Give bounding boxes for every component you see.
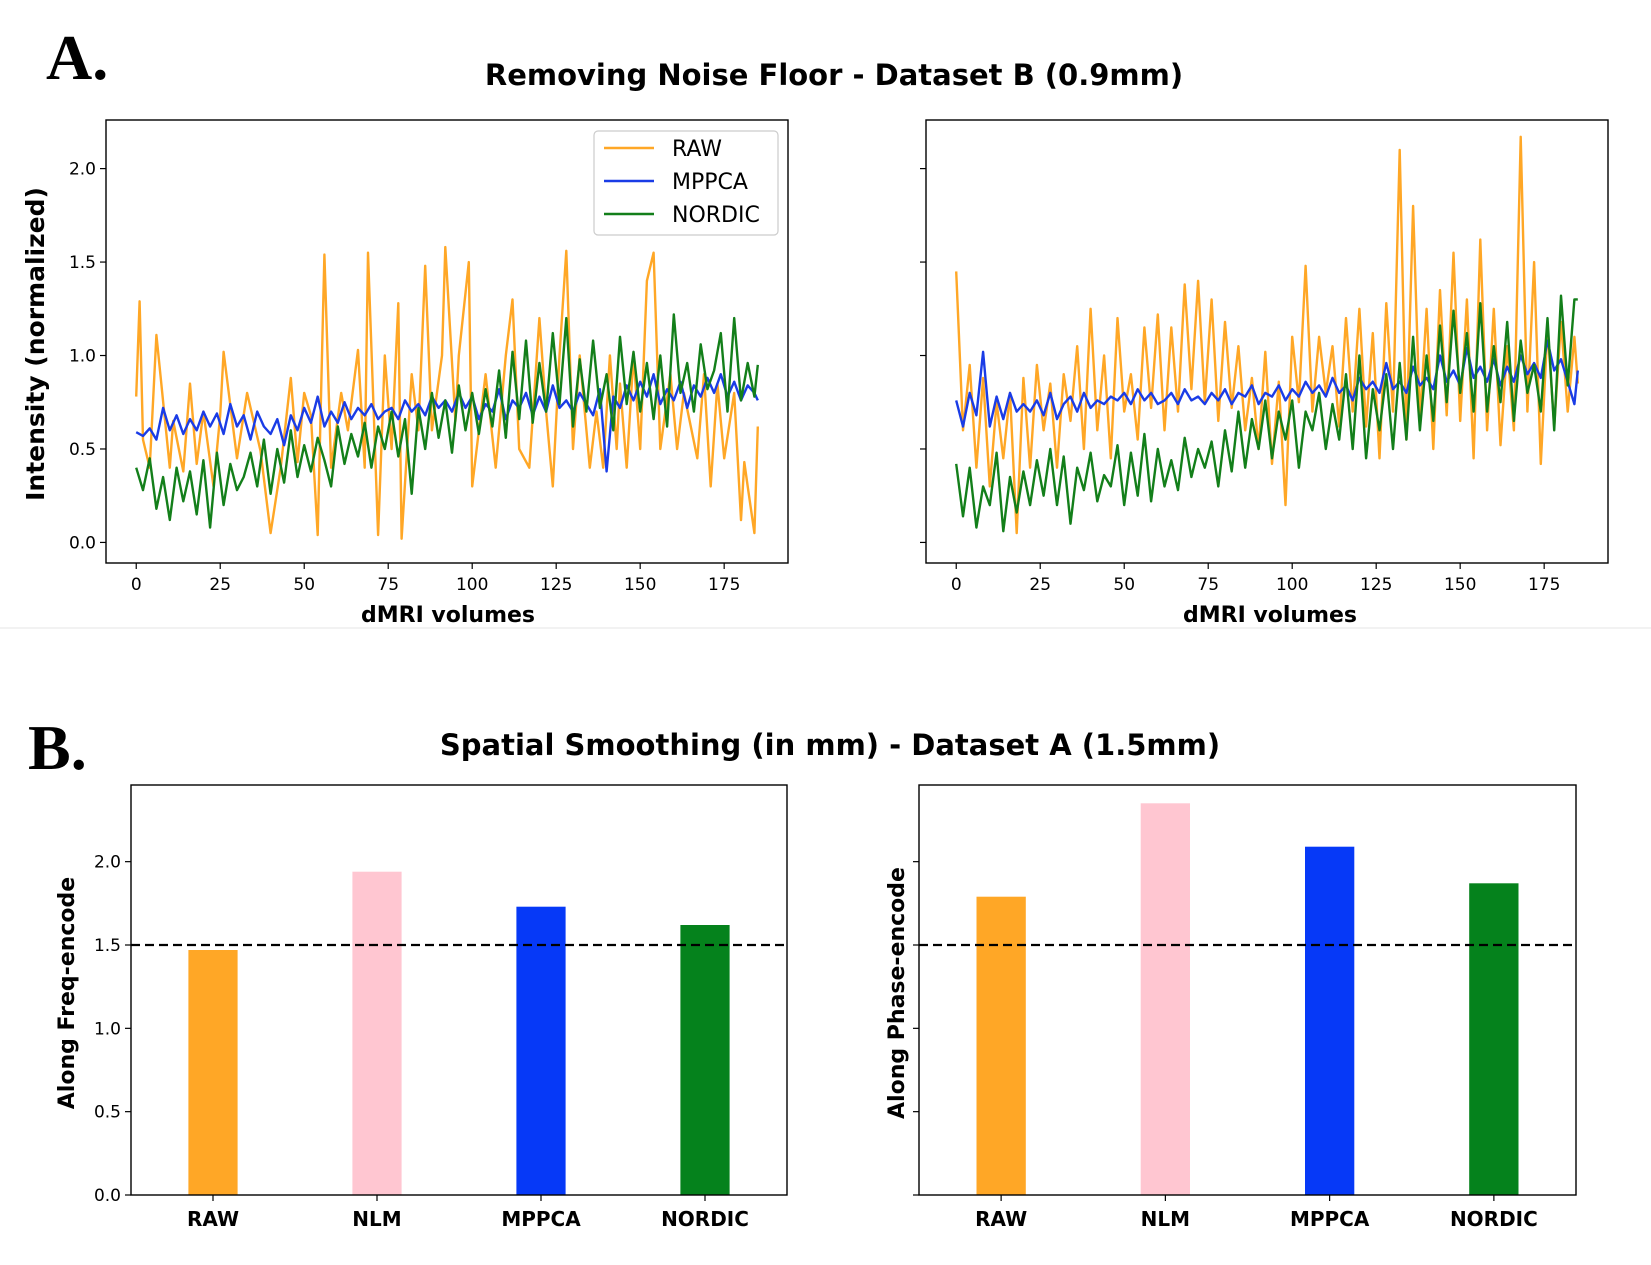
chart-b-left: RAW NLM MPPCA NORDIC 0.0 0.5 1.0 1.5 2.0 [94,784,788,1231]
x-tick-label: 50 [1113,575,1135,595]
y-tick-label: 1.0 [94,1019,121,1039]
category-label-raw: RAW [187,1207,239,1231]
category-label-nlm: NLM [1141,1207,1190,1231]
y-tick-label: 0.0 [94,1186,121,1206]
chart-b-right: RAW NLM MPPCA NORDIC [913,784,1577,1231]
x-tick-label: 100 [1276,575,1308,595]
x-tick-label: 175 [1528,575,1560,595]
bar-nordic-b-left [680,925,730,1195]
series-line-nordic-a-right [955,294,1578,533]
bar-raw-b-right [976,896,1026,1195]
y-tick-label: 2.0 [94,853,121,873]
x-tick-label: 25 [1029,575,1051,595]
ylabel-b-right: Along Phase-encode [885,867,910,1119]
panel-letter-b: B. [28,712,87,783]
title-b: Spatial Smoothing (in mm) - Dataset A (1… [440,728,1220,762]
x-tick-label: 75 [377,575,399,595]
ylabel-b-left: Along Freq-encode [55,877,80,1109]
category-label-nordic: NORDIC [661,1207,749,1231]
bar-mppca-b-right [1305,846,1355,1195]
x-tick-label: 150 [624,575,656,595]
x-tick-label: 125 [540,575,572,595]
plot-frame-a-right [925,119,1609,564]
bar-nlm-b-left [352,871,402,1195]
y-tick-label: 0.5 [69,440,96,460]
legend-label-nordic: NORDIC [672,203,760,228]
legend-label-raw: RAW [672,137,722,162]
x-tick-label: 100 [456,575,488,595]
bar-nlm-b-right [1140,803,1190,1195]
legend-label-mppca: MPPCA [672,170,748,195]
chart-a-left: 0 25 50 75 100 125 150 175 0.0 0.5 1.0 1.5 2.0 [69,119,789,595]
title-a: Removing Noise Floor - Dataset B (0.9mm) [485,58,1183,92]
xlabel-a-right: dMRI volumes [1183,603,1357,628]
x-tick-label: 150 [1444,575,1476,595]
bar-nordic-b-right [1469,883,1519,1195]
x-tick-label: 75 [1197,575,1219,595]
legend-box [593,130,779,236]
x-tick-label: 50 [293,575,315,595]
x-tick-label: 125 [1360,575,1392,595]
x-tick-label: 175 [708,575,740,595]
category-label-nordic: NORDIC [1450,1207,1538,1231]
panel-letter-a: A. [46,22,108,93]
category-label-nlm: NLM [352,1207,401,1231]
category-label-mppca: MPPCA [1290,1207,1370,1231]
legend: RAW MPPCA NORDIC [593,130,779,236]
x-tick-label: 25 [209,575,231,595]
y-tick-label: 0.5 [94,1103,121,1123]
x-tick-label: 0 [131,575,142,595]
plot-frame-b-left [130,784,788,1196]
category-label-mppca: MPPCA [501,1207,581,1231]
x-tick-label: 0 [951,575,962,595]
y-tick-label: 1.5 [94,936,121,956]
bar-raw-b-left [188,950,238,1195]
series-line-raw-a-right [955,135,1579,535]
y-tick-label: 2.0 [69,160,96,180]
y-tick-label: 1.0 [69,347,96,367]
chart-a-right: 0 25 50 75 100 125 150 175 [920,119,1609,595]
xlabel-a-left: dMRI volumes [361,603,535,628]
ylabel-a: Intensity (normalized) [21,187,50,501]
y-tick-label: 0.0 [69,533,96,553]
series-line-nordic-a-left [135,313,759,529]
y-tick-label: 1.5 [69,253,96,273]
plot-frame-a-left [105,119,789,564]
bar-mppca-b-left [516,906,566,1195]
plot-frame-b-right [918,784,1577,1196]
category-label-raw: RAW [975,1207,1027,1231]
